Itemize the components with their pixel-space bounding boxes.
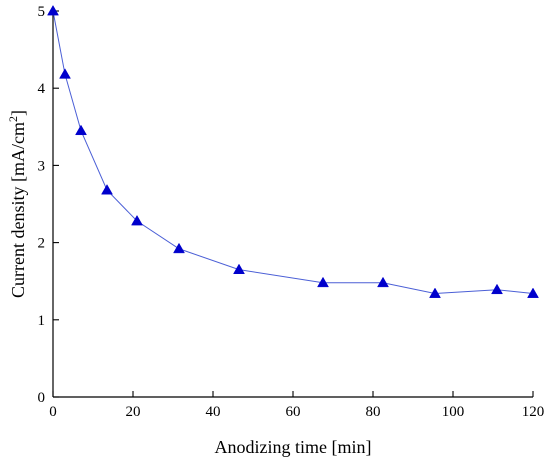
x-tick-label: 20: [126, 404, 141, 420]
y-tick-label: 3: [38, 158, 46, 174]
y-axis-title-superscript: 2: [6, 116, 20, 122]
x-tick-label: 60: [286, 404, 301, 420]
x-tick-label: 0: [49, 404, 57, 420]
data-point-marker: [75, 124, 87, 136]
x-axis-title: Anodizing time [min]: [215, 437, 372, 457]
data-point-marker: [377, 276, 389, 288]
x-tick-label: 80: [366, 404, 381, 420]
data-point-marker: [491, 283, 503, 295]
data-point-marker: [101, 184, 113, 195]
data-point-marker: [527, 287, 539, 298]
y-axis-title-close: ]: [8, 110, 28, 116]
x-tick-label: 40: [206, 404, 221, 420]
x-ticks: 0 20 40 60 80 100 120: [49, 391, 544, 420]
data-point-marker: [317, 276, 329, 288]
series-line: [52, 10, 534, 295]
plot-area: 0 20 40 60 80 100 120 0 1 2 3 4 5: [38, 4, 545, 420]
data-point-marker: [131, 214, 143, 226]
x-tick-label: 100: [442, 404, 465, 420]
y-ticks: 0 1 2 3 4 5: [38, 4, 59, 406]
data-point-marker: [233, 263, 245, 274]
y-tick-label: 4: [38, 81, 46, 97]
y-axis-title-main: Current density [mA/cm: [8, 122, 28, 298]
y-tick-label: 0: [38, 390, 46, 406]
data-point-marker: [429, 287, 441, 298]
data-markers: [47, 4, 539, 298]
data-point-marker: [47, 4, 59, 16]
y-tick-label: 1: [38, 313, 46, 329]
x-tick-label: 120: [522, 404, 545, 420]
y-tick-label: 2: [38, 236, 46, 252]
data-point-marker: [59, 68, 71, 79]
y-tick-label: 5: [38, 4, 46, 20]
data-point-marker: [173, 242, 185, 254]
y-axis-title: Current density [mA/cm2]: [6, 110, 28, 298]
